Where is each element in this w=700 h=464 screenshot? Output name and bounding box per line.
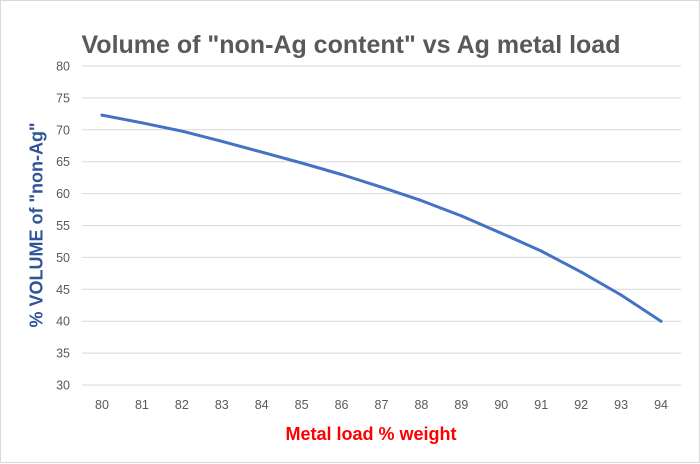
y-tick-label-60: 60 [56,187,70,201]
data-point-82 [180,129,184,133]
x-tick-label-94: 94 [654,398,668,412]
x-tick-label-80: 80 [95,398,109,412]
data-point-92 [579,270,583,274]
x-tick-label-84: 84 [255,398,269,412]
y-tick-label-70: 70 [56,123,70,137]
x-tick-label-83: 83 [215,398,229,412]
y-tick-label-50: 50 [56,251,70,265]
data-point-83 [220,139,224,143]
y-tick-label-30: 30 [56,379,70,393]
data-point-94 [659,319,663,323]
data-point-88 [419,199,423,203]
x-tick-label-87: 87 [375,398,389,412]
data-point-84 [260,150,264,154]
x-tick-label-88: 88 [414,398,428,412]
y-tick-label-40: 40 [56,315,70,329]
x-tick-label-81: 81 [135,398,149,412]
series-line-0 [100,113,663,323]
y-tick-label-35: 35 [56,347,70,361]
x-tick-label-91: 91 [534,398,548,412]
x-tick-label-85: 85 [295,398,309,412]
y-tick-label-55: 55 [56,219,70,233]
chart-title: Volume of "non-Ag content" vs Ag metal l… [81,31,621,59]
data-point-93 [619,293,623,297]
data-point-81 [140,121,144,125]
y-tick-label-80: 80 [56,60,70,74]
y-tick-label-65: 65 [56,155,70,169]
data-point-86 [340,172,344,176]
x-tick-label-92: 92 [574,398,588,412]
x-tick-label-93: 93 [614,398,628,412]
x-axis-label: Metal load % weight [285,424,457,444]
data-point-85 [300,161,304,165]
data-point-80 [100,113,104,117]
x-tick-label-86: 86 [335,398,349,412]
y-tick-label-45: 45 [56,283,70,297]
data-point-87 [380,185,383,189]
x-tick-label-82: 82 [175,398,189,412]
x-tick-label-90: 90 [494,398,508,412]
data-point-89 [459,214,463,218]
data-point-90 [499,231,503,235]
y-tick-label-75: 75 [56,91,70,105]
data-point-91 [539,249,543,253]
x-tick-label-89: 89 [454,398,468,412]
